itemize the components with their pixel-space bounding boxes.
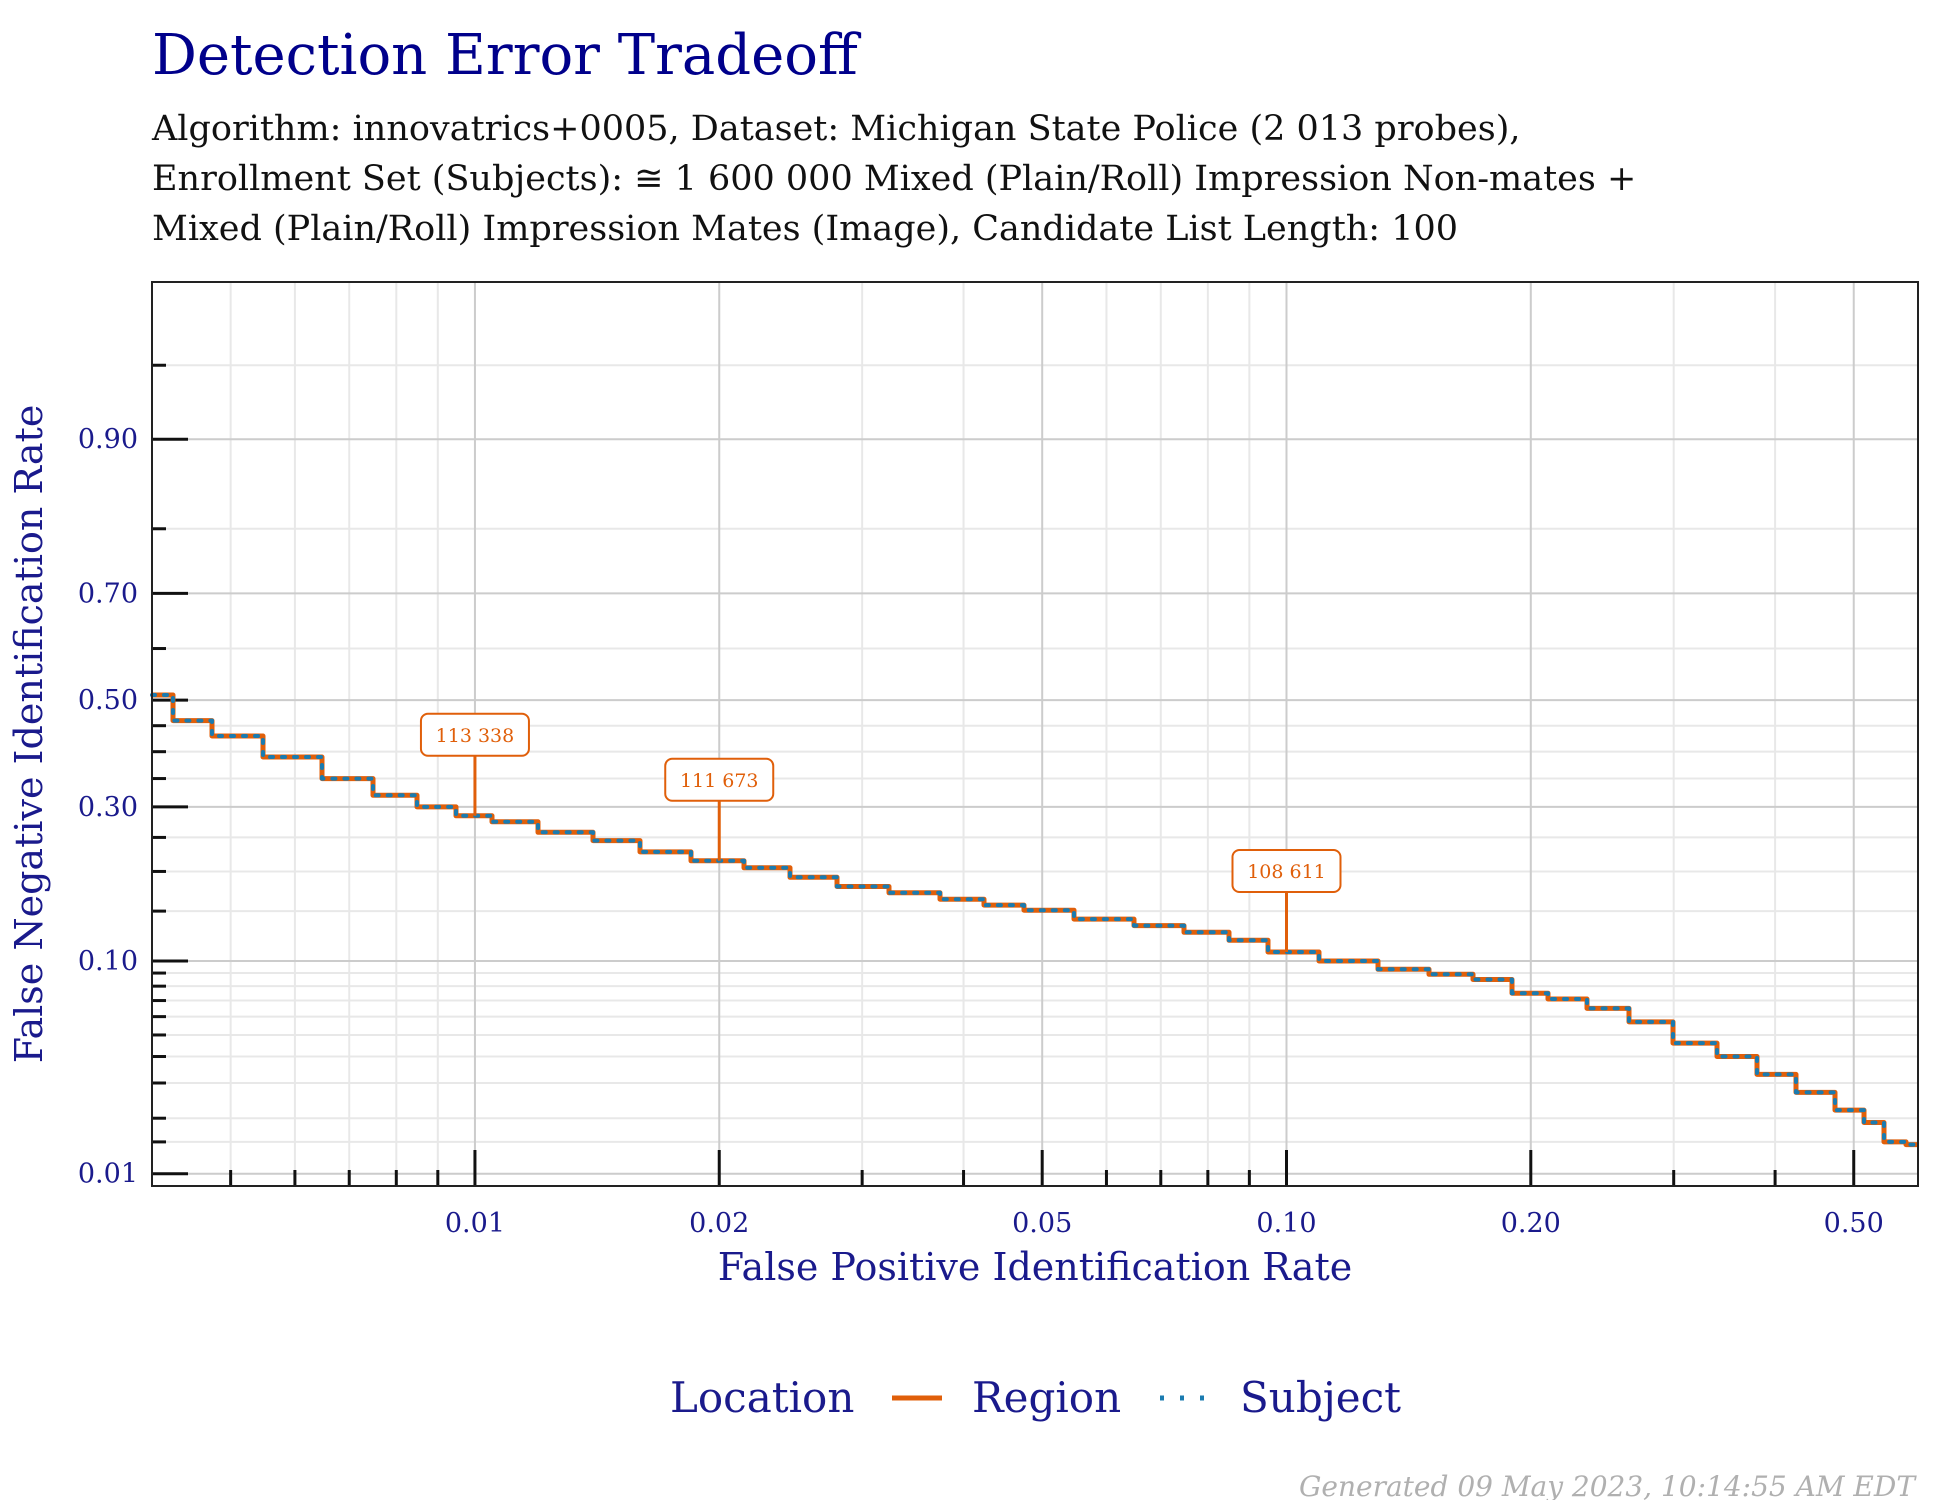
annotation-label: 113 338 bbox=[436, 725, 515, 747]
series-line-region bbox=[152, 692, 1918, 1148]
annotation-label: 108 611 bbox=[1247, 861, 1326, 883]
legend-label-region: Region bbox=[972, 1373, 1121, 1422]
x-tick-label: 0.01 bbox=[445, 1208, 505, 1239]
x-tick-label: 0.10 bbox=[1256, 1208, 1316, 1239]
chart-title: Detection Error Tradeoff bbox=[152, 23, 862, 88]
annotations: 113 338 111 673 108 611 bbox=[419, 712, 1342, 952]
chart-subtitle-line-2: Enrollment Set (Subjects): ≅ 1 600 000 M… bbox=[152, 159, 1636, 199]
legend: Location Region Subject bbox=[670, 1373, 1401, 1422]
annotation-box bbox=[664, 757, 775, 802]
series-lines bbox=[150, 692, 1920, 1148]
generated-footer: Generated 09 May 2023, 10:14:55 AM EDT bbox=[1299, 1470, 1917, 1500]
x-tick-label: 0.05 bbox=[1012, 1208, 1072, 1239]
y-tick-label: 0.10 bbox=[78, 946, 138, 977]
legend-title: Location bbox=[670, 1373, 854, 1422]
grid bbox=[152, 282, 1918, 1186]
annotation-box bbox=[1231, 848, 1342, 893]
y-tick-label: 0.30 bbox=[78, 792, 138, 823]
y-tick-label: 0.50 bbox=[78, 685, 138, 716]
y-tick-label: 0.70 bbox=[78, 578, 138, 609]
x-tick-label: 0.02 bbox=[689, 1208, 749, 1239]
legend-label-subject: Subject bbox=[1240, 1373, 1401, 1422]
chart-subtitle-line-3: Mixed (Plain/Roll) Impression Mates (Ima… bbox=[152, 209, 1458, 249]
x-axis-label: False Positive Identification Rate bbox=[718, 1245, 1352, 1289]
chart-subtitle-line-1: Algorithm: innovatrics+0005, Dataset: Mi… bbox=[151, 109, 1521, 149]
axis-ticks: 0.01 0.02 0.05 0.10 0.20 0.50 0.01 0.10 0.30 0.50… bbox=[78, 363, 1884, 1239]
y-tick-label: 0.01 bbox=[78, 1159, 138, 1190]
annotation-box bbox=[419, 712, 530, 757]
series-line-subject bbox=[150, 693, 1920, 1147]
y-tick-label: 0.90 bbox=[78, 424, 138, 455]
plot-frame bbox=[151, 281, 1919, 1187]
x-tick-label: 0.50 bbox=[1824, 1208, 1884, 1239]
annotation-label: 111 673 bbox=[680, 770, 759, 792]
x-tick-label: 0.20 bbox=[1501, 1208, 1561, 1239]
y-axis-label: False Negative Identification Rate bbox=[7, 405, 51, 1064]
